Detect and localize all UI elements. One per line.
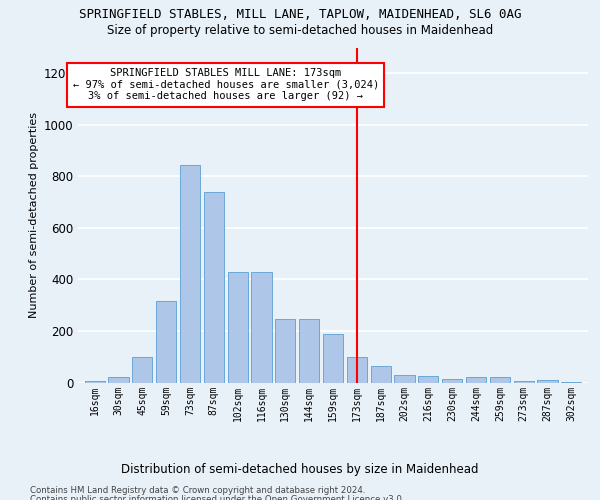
- Text: Contains HM Land Registry data © Crown copyright and database right 2024.: Contains HM Land Registry data © Crown c…: [30, 486, 365, 495]
- Bar: [418, 376, 439, 382]
- Bar: [204, 192, 224, 382]
- Bar: [442, 378, 462, 382]
- Bar: [275, 320, 295, 382]
- Text: SPRINGFIELD STABLES MILL LANE: 173sqm
← 97% of semi-detached houses are smaller : SPRINGFIELD STABLES MILL LANE: 173sqm ← …: [73, 68, 379, 102]
- Y-axis label: Number of semi-detached properties: Number of semi-detached properties: [29, 112, 39, 318]
- Bar: [180, 165, 200, 382]
- Text: Distribution of semi-detached houses by size in Maidenhead: Distribution of semi-detached houses by …: [121, 462, 479, 475]
- Bar: [490, 378, 510, 382]
- Text: Contains public sector information licensed under the Open Government Licence v3: Contains public sector information licen…: [30, 495, 404, 500]
- Text: SPRINGFIELD STABLES, MILL LANE, TAPLOW, MAIDENHEAD, SL6 0AG: SPRINGFIELD STABLES, MILL LANE, TAPLOW, …: [79, 8, 521, 20]
- Bar: [323, 334, 343, 382]
- Bar: [227, 272, 248, 382]
- Bar: [394, 375, 415, 382]
- Bar: [251, 272, 272, 382]
- Text: Size of property relative to semi-detached houses in Maidenhead: Size of property relative to semi-detach…: [107, 24, 493, 37]
- Bar: [347, 356, 367, 382]
- Bar: [538, 380, 557, 382]
- Bar: [466, 378, 486, 382]
- Bar: [514, 381, 534, 382]
- Bar: [371, 366, 391, 382]
- Bar: [85, 381, 105, 382]
- Bar: [132, 356, 152, 382]
- Bar: [109, 378, 128, 382]
- Bar: [156, 302, 176, 382]
- Bar: [299, 320, 319, 382]
